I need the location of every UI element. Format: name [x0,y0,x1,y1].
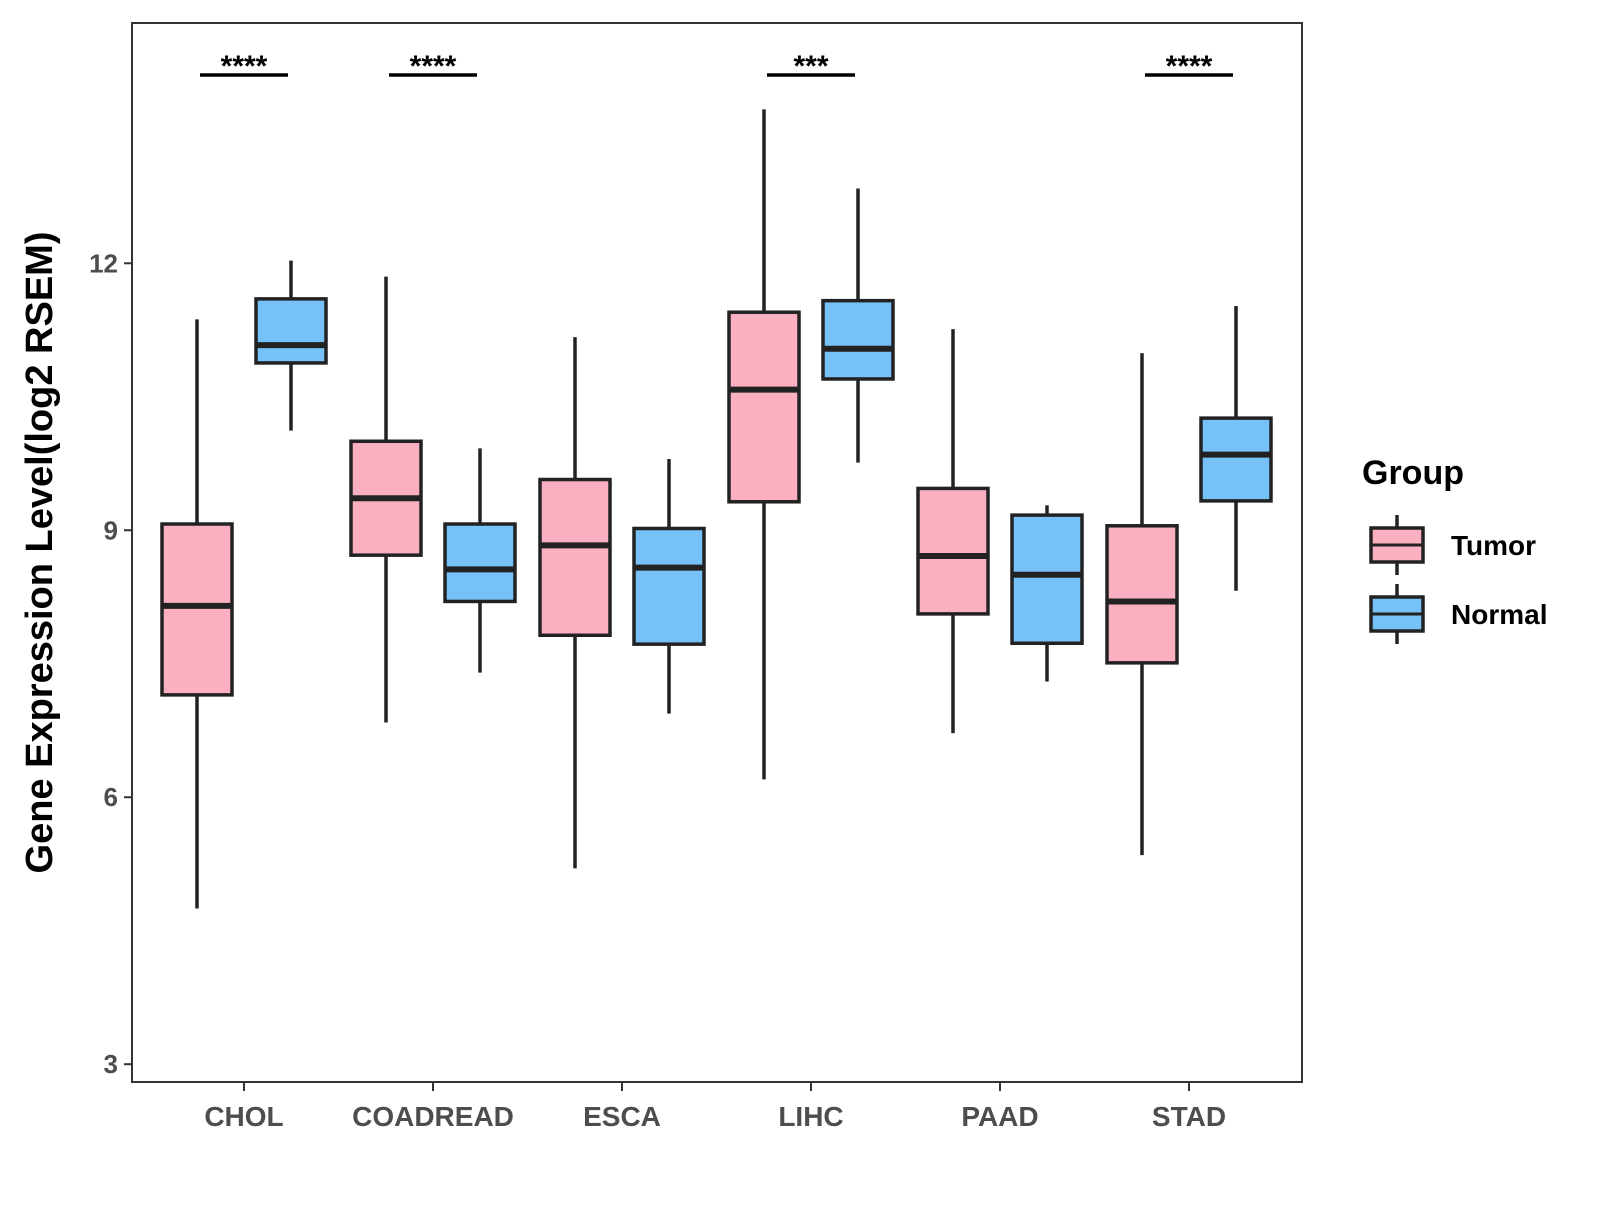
legend-label: Tumor [1451,530,1536,561]
box-normal-lihc [821,188,895,463]
x-tick-label: PAAD [961,1101,1038,1132]
y-tick-label: 12 [89,248,118,278]
box-tumor-chol [160,319,234,909]
box-normal-paad [1010,505,1084,682]
box-tumor-lihc [727,109,801,780]
box-normal-stad [1199,305,1273,591]
box-tumor-stad [1105,353,1179,856]
y-tick-label: 6 [104,782,118,812]
significance-label: *** [793,50,828,83]
iqr-box [254,297,328,365]
iqr-box [160,522,234,697]
legend-key-tumor [1369,515,1425,575]
y-tick-label: 9 [104,515,118,545]
iqr-box [1105,524,1179,665]
x-tick-label: COADREAD [352,1101,514,1132]
iqr-box [632,526,706,646]
box-tumor-esca [538,337,612,869]
iqr-box [727,310,801,504]
iqr-box [1010,513,1084,646]
y-axis-title: Gene Expression Level(log2 RSEM) [19,232,61,874]
box-normal-coadread [443,448,517,673]
significance-label: **** [410,50,457,83]
y-tick-label: 3 [104,1049,118,1079]
x-tick-label: LIHC [778,1101,843,1132]
legend-title: Group [1362,454,1464,492]
box-normal-chol [254,260,328,431]
box-tumor-coadread [349,276,423,723]
iqr-box [821,298,895,381]
x-tick-label: CHOL [204,1101,283,1132]
legend-key-normal [1369,584,1425,644]
iqr-box [1199,416,1273,503]
plot-panel-border [131,22,1303,1083]
box-tumor-paad [916,329,990,734]
legend-label: Normal [1451,599,1547,630]
x-tick-label: ESCA [583,1101,661,1132]
significance-label: **** [221,50,268,83]
box-normal-esca [632,459,706,714]
iqr-box [538,477,612,638]
significance-label: **** [1166,50,1213,83]
iqr-box [443,522,517,604]
x-tick-label: STAD [1152,1101,1226,1132]
iqr-box [916,486,990,616]
